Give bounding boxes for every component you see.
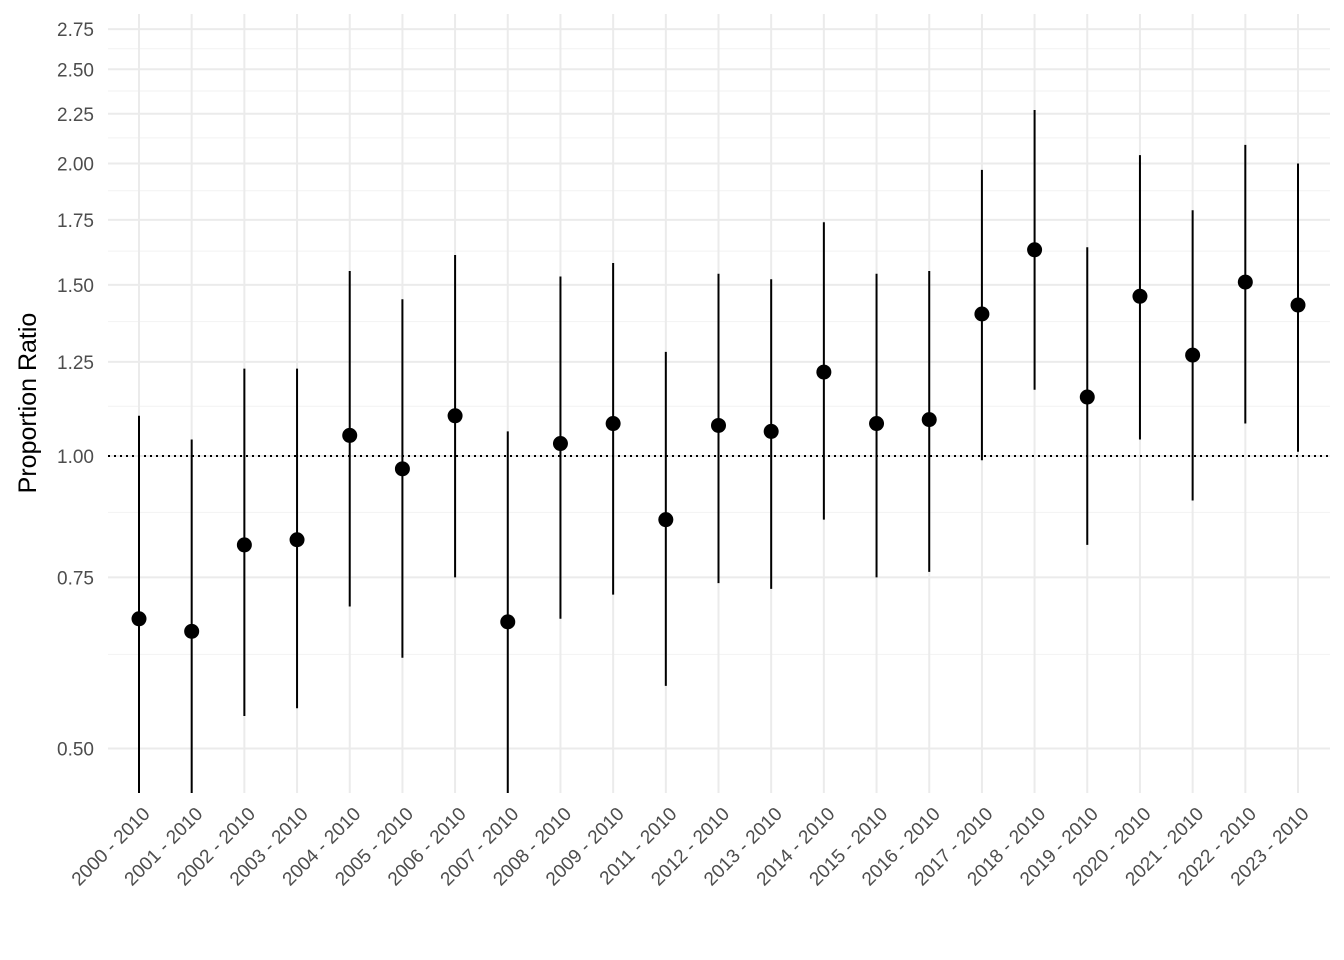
point-estimate bbox=[816, 364, 832, 380]
y-tick-label: 0.75 bbox=[57, 568, 94, 589]
y-tick-label: 0.50 bbox=[57, 740, 94, 761]
point-estimate bbox=[342, 427, 358, 443]
point-estimate bbox=[236, 537, 252, 553]
point-estimate bbox=[763, 423, 779, 439]
point-estimate bbox=[289, 532, 305, 548]
y-axis-ticks: 0.50 0.75 1.00 1.25 1.50 1.75 2.00 2.25 2.50 2.75 bbox=[57, 20, 94, 760]
y-tick-label: 1.50 bbox=[57, 276, 94, 297]
y-tick-label: 2.75 bbox=[57, 20, 94, 41]
y-tick-label: 1.25 bbox=[57, 353, 94, 374]
point-estimate bbox=[658, 512, 674, 528]
point-estimate bbox=[500, 614, 516, 630]
point-estimate bbox=[184, 623, 200, 639]
point-estimate bbox=[711, 417, 726, 433]
point-estimate bbox=[1079, 389, 1095, 405]
point-estimate bbox=[869, 416, 885, 432]
point-estimate bbox=[1185, 347, 1201, 363]
point-estimate bbox=[921, 412, 937, 428]
point-estimate bbox=[1027, 242, 1043, 258]
y-axis-label: Proportion Ratio bbox=[14, 313, 42, 494]
point-estimate bbox=[552, 436, 568, 452]
y-tick-label: 2.25 bbox=[57, 105, 94, 126]
point-estimate bbox=[447, 408, 463, 424]
point-estimates bbox=[131, 242, 1306, 639]
point-estimate bbox=[974, 306, 990, 322]
point-estimate bbox=[1237, 274, 1253, 290]
point-estimate bbox=[1290, 297, 1306, 313]
point-estimate bbox=[131, 611, 147, 627]
y-tick-label: 2.50 bbox=[57, 60, 94, 81]
point-estimate bbox=[1132, 288, 1148, 304]
y-tick-label: 1.75 bbox=[57, 211, 94, 232]
y-tick-label: 2.00 bbox=[57, 154, 94, 175]
point-estimate bbox=[394, 461, 410, 477]
y-tick-label: 1.00 bbox=[57, 447, 94, 468]
point-estimate bbox=[605, 416, 621, 432]
